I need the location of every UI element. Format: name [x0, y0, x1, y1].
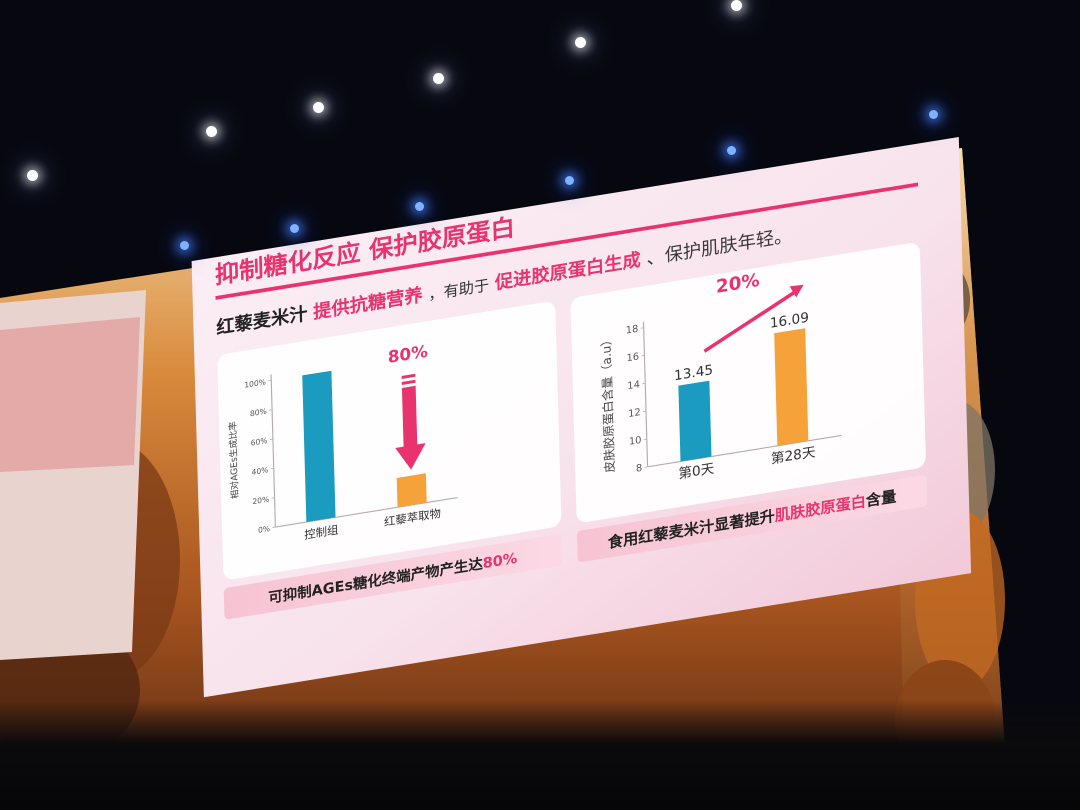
- stage-light-blue: [727, 146, 736, 155]
- y-axis: [270, 374, 276, 528]
- y-axis: [642, 321, 649, 467]
- y-axis-label: 相对AGEs生成比率: [227, 420, 241, 499]
- bar: [774, 328, 809, 446]
- left-caption-bar: [223, 534, 563, 620]
- arrow-stripe: [401, 373, 416, 379]
- bar: [678, 380, 712, 462]
- y-tick-label: 0%: [258, 524, 270, 535]
- y-tick-label: 20%: [252, 495, 269, 507]
- bar: [302, 370, 336, 523]
- arrow-body: [395, 385, 426, 470]
- x-axis: [275, 496, 458, 528]
- arrow-head: [789, 284, 804, 298]
- y-tick-label: 18: [626, 324, 639, 337]
- data-label: 13.45: [674, 362, 714, 384]
- down-arrow-icon: [395, 373, 426, 470]
- stage-light-blue: [290, 224, 299, 233]
- arrow-stripe: [401, 379, 416, 385]
- y-axis-label: 皮肤胶原蛋白含量（a.u）: [598, 333, 617, 474]
- y-tick-label: 12: [628, 407, 641, 420]
- stage-light: [313, 102, 324, 113]
- y-tick-label: 10: [629, 435, 642, 448]
- y-tick-label: 40%: [251, 465, 268, 477]
- right-caption-ending: 含量: [866, 488, 897, 511]
- stage-light-blue: [180, 241, 189, 250]
- left-caption-value: 80%: [483, 551, 518, 572]
- stage-light: [433, 73, 444, 84]
- y-tick-label: 16: [626, 352, 639, 365]
- arrow-shaft: [703, 288, 799, 353]
- title-underline: [215, 182, 919, 300]
- stage-light: [575, 37, 586, 48]
- x-category-label: 控制组: [304, 523, 339, 542]
- y-tick-label: 80%: [250, 407, 267, 419]
- left-chart-card: 0%20%40%60%80%100%相对AGEs生成比率控制组红藜萃取物80% …: [217, 302, 563, 620]
- stage-light-blue: [415, 202, 424, 211]
- left-slide-pink-block: [0, 317, 140, 472]
- stage-light-blue: [929, 110, 938, 119]
- y-tick-label: 8: [636, 463, 643, 475]
- stage-light: [731, 0, 742, 11]
- audience-silhouette: [0, 700, 1080, 810]
- y-tick-label: 100%: [244, 377, 266, 389]
- stage-light-blue: [565, 176, 574, 185]
- y-tick-label: 60%: [251, 436, 268, 448]
- right-caption-bar: [577, 475, 928, 563]
- stage-light: [27, 170, 38, 181]
- x-axis: [647, 434, 842, 468]
- stage-light: [206, 126, 217, 137]
- increase-arrow-icon: [703, 284, 804, 353]
- bar: [396, 473, 427, 508]
- y-tick-label: 14: [627, 379, 640, 392]
- data-label: 16.09: [770, 310, 810, 332]
- x-category-label: 第0天: [678, 460, 715, 483]
